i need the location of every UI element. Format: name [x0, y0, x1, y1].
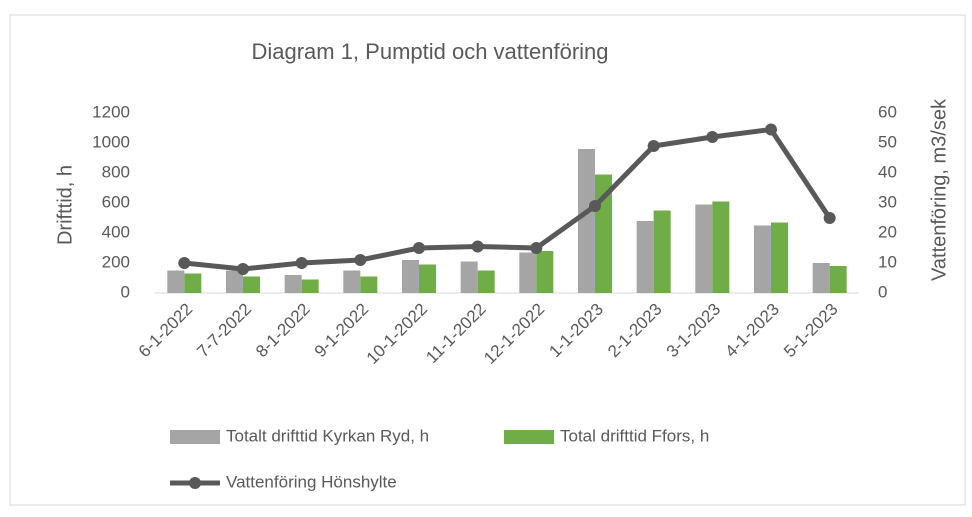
bar — [419, 264, 437, 293]
bar — [360, 276, 378, 293]
bar — [301, 279, 319, 293]
y2-tick-label: 10 — [878, 252, 897, 271]
bar — [636, 221, 654, 293]
bar — [343, 270, 361, 293]
legend-marker — [189, 477, 201, 489]
bar — [771, 222, 789, 293]
y-tick-label: 1200 — [92, 102, 130, 121]
bar — [695, 204, 713, 293]
line — [184, 127, 832, 272]
bar — [401, 260, 419, 293]
line-marker — [589, 200, 601, 212]
legend-label: Totalt drifttid Kyrkan Ryd, h — [226, 426, 429, 445]
y-tick-label: 400 — [102, 222, 130, 241]
bar — [225, 270, 243, 293]
chart-title: Diagram 1, Pumptid och vattenföring — [251, 39, 608, 64]
line-marker — [178, 257, 191, 269]
line-marker — [413, 242, 425, 254]
y-axis-title: Drifttid, h — [54, 165, 76, 245]
legend-label: Total drifttid Ffors, h — [560, 426, 709, 445]
bar — [753, 225, 771, 293]
bar — [167, 270, 185, 293]
line-marker — [295, 257, 308, 269]
y2-tick-label: 0 — [878, 282, 887, 301]
y2-tick-label: 40 — [878, 162, 897, 181]
legend-label: Vattenföring Hönshylte — [226, 472, 397, 491]
bar — [536, 251, 554, 293]
bar — [184, 273, 202, 293]
bar — [243, 276, 261, 293]
bar — [829, 266, 847, 293]
y-tick-label: 1000 — [92, 132, 130, 151]
bar — [653, 210, 671, 293]
line-marker — [706, 131, 719, 143]
bar — [460, 261, 478, 293]
y2-tick-label: 60 — [878, 102, 897, 121]
line-marker — [823, 212, 836, 224]
line-marker — [530, 242, 543, 254]
chart-border — [9, 14, 966, 506]
y2-tick-label: 30 — [878, 192, 897, 211]
line-marker — [237, 263, 249, 275]
legend-swatch — [504, 430, 554, 444]
y2-axis-title: Vattenföring, m3/sek — [928, 98, 950, 281]
bar — [712, 201, 730, 293]
line-marker — [765, 123, 777, 136]
y-tick-label: 600 — [102, 192, 130, 211]
bar — [519, 252, 537, 293]
bar — [284, 275, 302, 293]
line-marker — [354, 254, 367, 266]
y2-tick-label: 20 — [878, 222, 897, 241]
line-marker — [647, 140, 660, 152]
bar — [577, 149, 595, 293]
y-tick-label: 0 — [121, 282, 130, 301]
bar — [812, 263, 830, 293]
line-marker — [471, 240, 484, 253]
y-tick-label: 200 — [102, 252, 130, 271]
y2-tick-label: 50 — [878, 132, 897, 151]
bar — [477, 270, 495, 293]
y-tick-label: 800 — [102, 162, 130, 181]
legend-swatch — [170, 430, 220, 444]
